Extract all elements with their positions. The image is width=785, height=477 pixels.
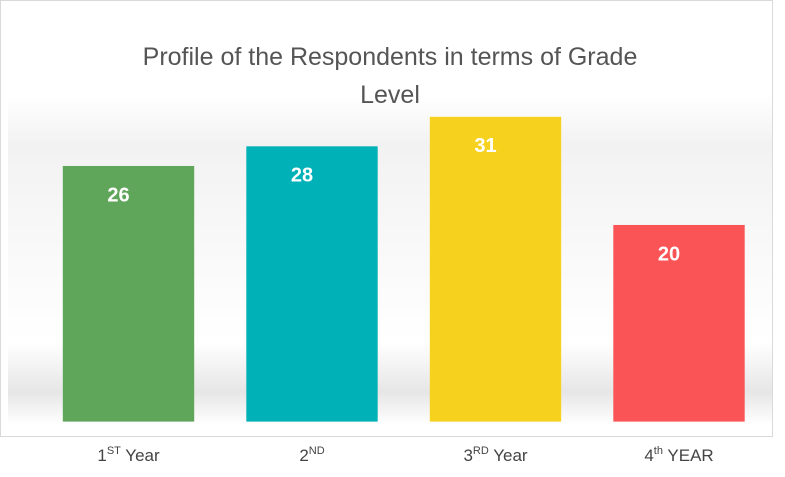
x-tick-label: 1ST Year [97,445,160,466]
bar [246,146,378,422]
x-tick-label: 3RD Year [463,445,527,466]
bar [613,224,745,422]
x-tick-label: 2ND [299,445,324,466]
chart-title: Profile of the Respondents in terms of G… [142,43,638,109]
data-label: 31 [474,135,496,157]
x-tick-label: 4th YEAR [644,445,713,466]
data-label: 20 [658,243,680,265]
data-label: 26 [107,184,129,206]
bar [429,116,562,422]
bar [62,165,195,422]
data-label: 28 [291,165,313,187]
